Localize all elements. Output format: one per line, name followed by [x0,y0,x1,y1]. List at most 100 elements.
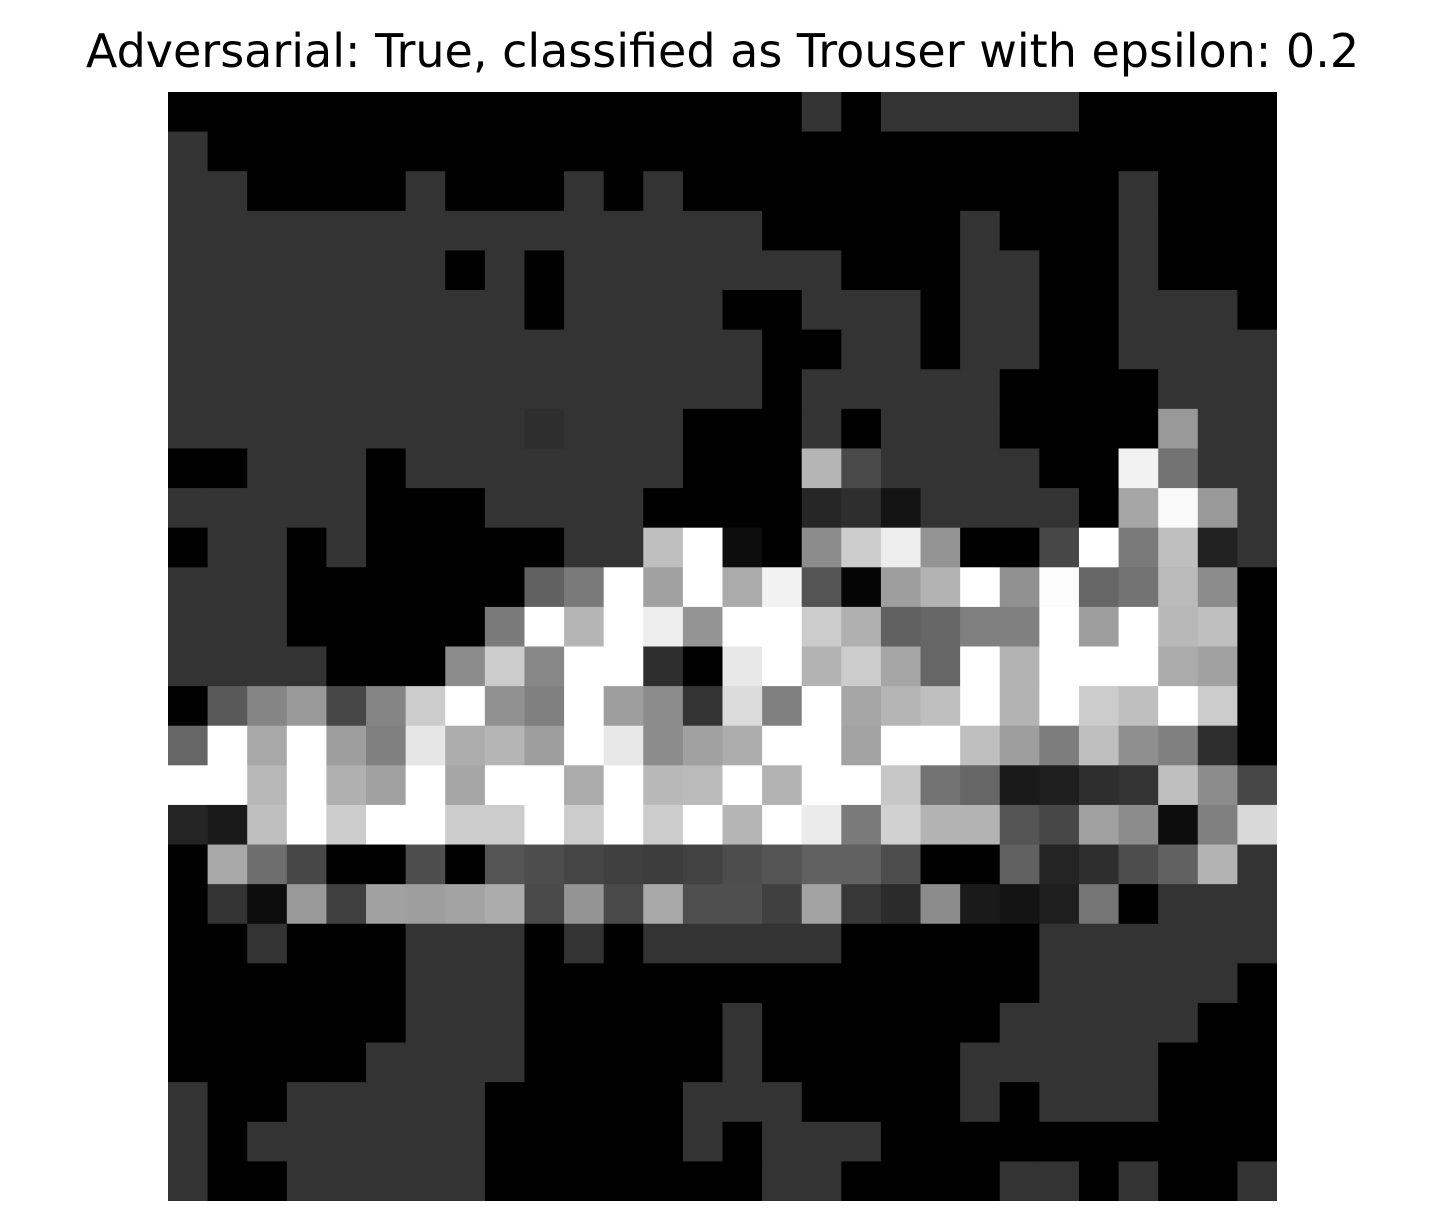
heatmap-cell [999,884,1040,925]
heatmap-cell [801,408,842,450]
heatmap-cell [445,686,486,727]
heatmap-cell [1039,210,1080,252]
heatmap-cell [207,725,248,766]
heatmap-cell [445,527,486,568]
heatmap-cell [326,488,367,529]
heatmap-cell [484,1002,526,1044]
heatmap-cell [286,1042,328,1083]
heatmap-cell [1158,1161,1199,1201]
heatmap-cell [1197,606,1238,648]
heatmap-cell [643,606,684,648]
heatmap-cell [445,963,486,1004]
heatmap-cell [643,686,684,727]
heatmap-cell [564,131,605,172]
heatmap-cell [722,646,763,687]
heatmap-cell [762,290,803,331]
heatmap-cell [1118,1082,1159,1123]
heatmap-cell [445,1042,486,1083]
heatmap-cell [247,92,288,133]
heatmap-cell [841,646,882,687]
heatmap-cell [722,606,763,648]
heatmap-cell [1078,725,1120,766]
heatmap-cell [405,448,446,489]
heatmap-cell [762,884,803,925]
heatmap-cell [286,1002,328,1044]
heatmap-cell [405,1161,446,1201]
heatmap-cell [682,804,724,846]
heatmap-cell [1039,963,1080,1004]
heatmap-cell [1237,1161,1277,1201]
heatmap-cell [682,844,724,885]
heatmap-cell [286,646,328,687]
heatmap-cell [1039,646,1080,687]
heatmap-cell [1118,1042,1159,1083]
heatmap-cell [1158,92,1199,133]
heatmap-cell [524,1121,565,1162]
heatmap-cell [1197,1161,1238,1201]
heatmap-cell [168,329,209,370]
heatmap-cell [366,250,407,291]
heatmap-cell [682,1161,724,1201]
heatmap-cell [564,488,605,529]
heatmap-cell [405,527,446,568]
heatmap-cell [643,844,684,885]
heatmap-cell [762,765,803,806]
heatmap-cell [1078,1161,1120,1201]
heatmap-cell [880,606,922,648]
heatmap-cell [960,92,1001,133]
heatmap-cell [286,408,328,450]
heatmap-cell [801,527,842,568]
heatmap-cell [445,804,486,846]
heatmap-cell [643,1082,684,1123]
heatmap-cell [920,1002,961,1044]
heatmap-cell [1118,131,1159,172]
heatmap-cell [999,606,1040,648]
heatmap-cell [366,646,407,687]
heatmap-cell [1158,1082,1199,1123]
heatmap-cell [286,1082,328,1123]
heatmap-cell [247,131,288,172]
heatmap-cell [247,1082,288,1123]
heatmap-cell [841,171,882,212]
heatmap-cell [762,171,803,212]
chart-title: Adversarial: True, classified as Trouser… [85,24,1360,78]
heatmap-cell [841,408,882,450]
heatmap-cell [366,923,407,964]
heatmap-cell [445,1161,486,1201]
heatmap-cell [445,844,486,885]
heatmap-cell [366,92,407,133]
heatmap-cell [168,884,209,925]
heatmap-cell [168,725,209,766]
heatmap-cell [801,884,842,925]
heatmap-cell [999,1002,1040,1044]
heatmap-cell [960,923,1001,964]
heatmap-cell [524,567,565,608]
heatmap-cell [920,884,961,925]
heatmap-cell [603,250,644,291]
heatmap-cell [326,1121,367,1162]
heatmap-cell [207,290,248,331]
heatmap-cell [801,250,842,291]
heatmap-cell [168,290,209,331]
heatmap-cell [722,567,763,608]
heatmap-cell [999,844,1040,885]
heatmap-cell [524,725,565,766]
heatmap-cell [1158,606,1199,648]
heatmap-cell [880,1082,922,1123]
heatmap-cell [1158,131,1199,172]
heatmap-cell [722,765,763,806]
heatmap-cell [168,488,209,529]
heatmap-cell [841,606,882,648]
heatmap-cell [1118,923,1159,964]
heatmap-cell [524,646,565,687]
heatmap-cell [564,290,605,331]
heatmap-cell [762,1082,803,1123]
heatmap-cell [207,488,248,529]
heatmap-cell [801,606,842,648]
heatmap-cell [484,686,526,727]
heatmap-cell [445,329,486,370]
heatmap-cell [762,923,803,964]
heatmap-cell [682,527,724,568]
heatmap-cell [564,171,605,212]
heatmap-cell [1237,844,1277,885]
